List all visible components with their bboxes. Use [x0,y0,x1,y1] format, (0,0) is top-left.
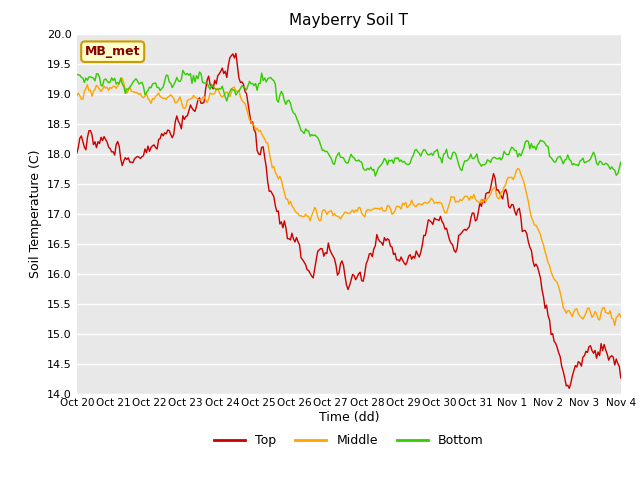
Legend: Top, Middle, Bottom: Top, Middle, Bottom [209,429,488,452]
X-axis label: Time (dd): Time (dd) [319,411,379,424]
Title: Mayberry Soil T: Mayberry Soil T [289,13,408,28]
Text: MB_met: MB_met [85,45,140,58]
Y-axis label: Soil Temperature (C): Soil Temperature (C) [29,149,42,278]
